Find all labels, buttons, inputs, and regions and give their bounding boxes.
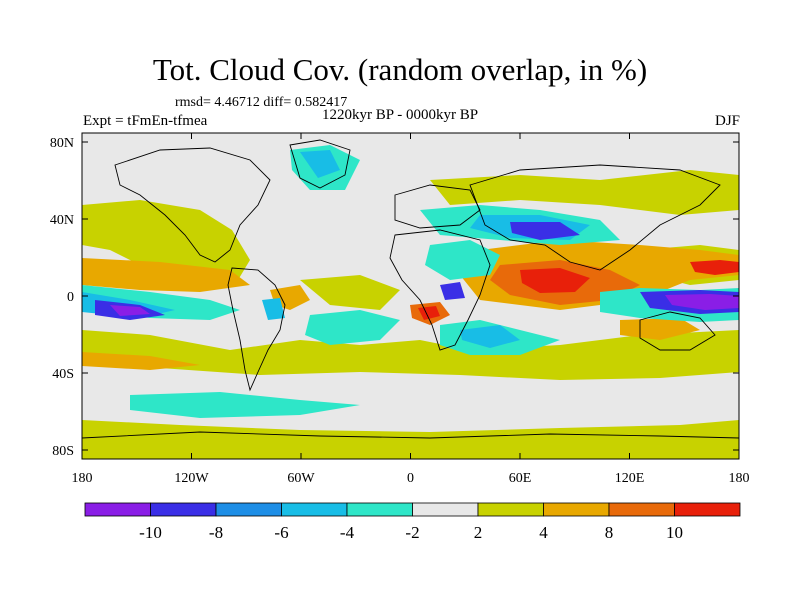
colorbar-swatch: [215, 502, 282, 517]
colorbar-swatch: [543, 502, 610, 517]
lat-tick-label: 40N: [50, 213, 74, 228]
colorbar-label: 8: [605, 523, 614, 542]
colorbar-swatch: [150, 502, 217, 517]
colorbar-swatch: [281, 502, 348, 517]
lon-tick-label: 120E: [615, 471, 645, 486]
colorbar-label: -8: [209, 523, 223, 542]
colorbar-label: -6: [274, 523, 288, 542]
colorbar-swatch: [412, 502, 479, 517]
colorbar-swatch: [674, 502, 741, 517]
lon-tick-label: 180: [72, 471, 93, 486]
colorbar-label: 4: [539, 523, 548, 542]
lat-tick-label: 80S: [52, 444, 74, 459]
latitude-ticks: 80N 40N 0 40S 80S: [50, 136, 739, 459]
lon-tick-label: 60E: [509, 471, 532, 486]
lat-tick-label: 80N: [50, 136, 74, 151]
colorbar-label: -4: [340, 523, 355, 542]
colorbar: -10 -8 -6 -4 -2 2 4 8 10: [84, 502, 741, 542]
colorbar-label: 2: [474, 523, 483, 542]
colorbar-swatch: [346, 502, 413, 517]
map-title: Tot. Cloud Cov. (random overlap, in %): [152, 52, 648, 87]
colorbar-swatch: [477, 502, 544, 517]
colorbar-swatch: [84, 502, 151, 517]
lon-tick-label: 0: [407, 471, 414, 486]
positive-max-regions: [418, 260, 739, 320]
coastlines: [82, 139, 739, 439]
longitude-ticks: 180 120W 60W 0 60E 120E 180: [72, 133, 750, 486]
anomaly-field: [82, 133, 739, 459]
colorbar-label: -10: [139, 523, 162, 542]
lon-tick-label: 120W: [174, 471, 209, 486]
negative-max-regions: [110, 294, 739, 316]
lat-tick-label: 0: [67, 290, 74, 305]
season-label: DJF: [714, 113, 740, 129]
lon-tick-label: 60W: [287, 471, 315, 486]
rmsd-diff-stats: rmsd= 4.46712 diff= 0.582417: [175, 95, 348, 110]
lat-tick-label: 40S: [52, 367, 74, 382]
time-range-subtitle: 1220kyr BP - 0000kyr BP: [322, 107, 479, 123]
experiment-label: Expt = tFmEn-tfmea: [83, 113, 208, 129]
lon-tick-label: 180: [729, 471, 750, 486]
colorbar-swatch: [608, 502, 675, 517]
colorbar-label: -2: [405, 523, 419, 542]
colorbar-label: 10: [666, 523, 683, 542]
